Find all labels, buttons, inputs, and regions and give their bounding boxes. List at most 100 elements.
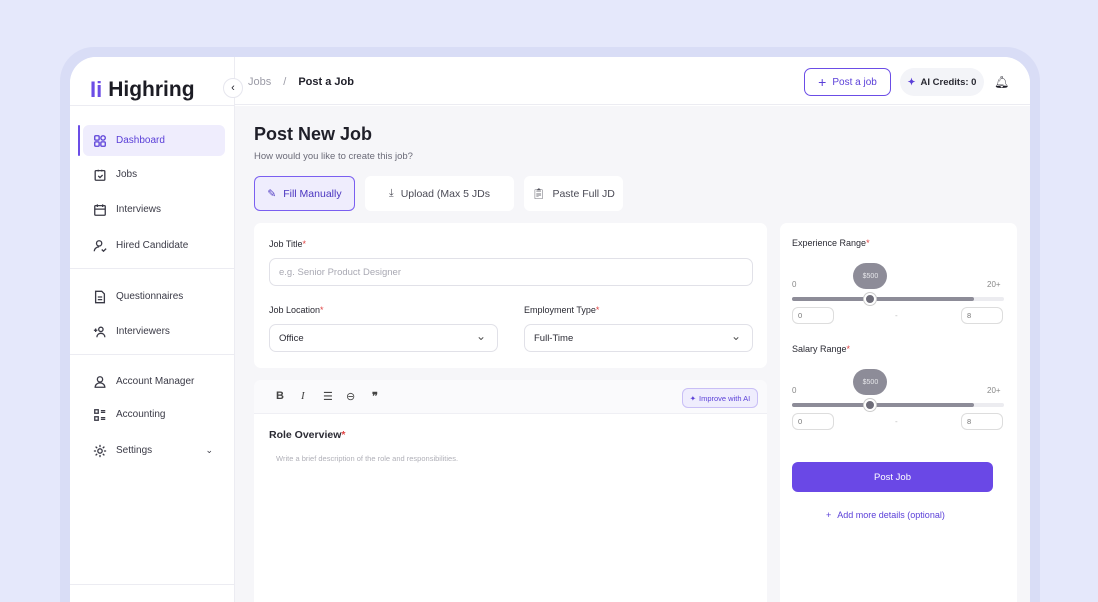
document-icon — [94, 290, 106, 303]
breadcrumb: Jobs / Post a Job — [248, 76, 354, 88]
user-check-icon — [93, 239, 107, 252]
list-icon — [94, 408, 106, 421]
label: Upload (Max 5 JDs — [400, 187, 490, 200]
grid-icon — [94, 134, 106, 147]
min-input[interactable]: 0 — [792, 307, 834, 324]
label: Add more details (optional) — [837, 510, 945, 520]
italic-icon[interactable]: I — [301, 390, 305, 402]
sidebar-item-interviewers[interactable]: Interviewers — [83, 316, 225, 347]
label: Improve with AI — [699, 393, 751, 403]
range-dash: - — [895, 311, 898, 320]
clipboard-check-icon — [94, 169, 106, 181]
job-title-input[interactable]: e.g. Senior Product Designer — [269, 258, 753, 286]
post-a-job-button[interactable]: + Post a job — [804, 68, 891, 96]
value: Full-Time — [534, 332, 574, 344]
max-input[interactable]: 8 — [961, 413, 1003, 430]
role-overview-heading: Role Overview* — [269, 429, 346, 441]
sidebar-item-settings[interactable]: Settings ⌄ — [83, 435, 225, 466]
sidebar-item-hired-candidate[interactable]: Hired Candidate — [83, 230, 225, 261]
chevron-down-icon: ⌄ — [205, 445, 213, 455]
logo-mark-icon: Ii — [90, 77, 103, 102]
employment-type-label: Employment Type* — [524, 305, 600, 315]
employment-type-select[interactable]: Full-Time — [524, 324, 753, 352]
label: AI Credits: 0 — [920, 76, 977, 88]
calendar-icon — [94, 203, 106, 216]
clipboard-icon: 📋︎ — [532, 188, 546, 200]
sparkle-icon: ✦ — [689, 393, 696, 403]
sidebar: Ii Highring Dashboard Jobs Interviews Hir… — [70, 57, 235, 602]
header: Jobs / Post a Job + Post a job ✦ AI Credit… — [235, 57, 1030, 105]
divider — [70, 268, 235, 269]
job-title-label: Job Title* — [269, 239, 307, 249]
label: Interviews — [116, 204, 162, 215]
slider-fill — [792, 403, 975, 407]
placeholder: e.g. Senior Product Designer — [279, 266, 401, 278]
user-icon — [94, 375, 106, 388]
range-dash: - — [895, 417, 898, 426]
value: Office — [279, 332, 304, 344]
label: Jobs — [116, 169, 138, 180]
collapse-sidebar-button[interactable]: ‹ — [223, 78, 243, 98]
sidebar-item-accounting[interactable]: Accounting — [83, 399, 225, 430]
brand-name: Highring — [108, 78, 195, 101]
quote-icon[interactable]: ❞ — [372, 391, 378, 403]
max-tick: 20+ — [987, 280, 1001, 289]
label: Post Job — [874, 471, 911, 483]
pencil-icon: ✎ — [267, 187, 277, 200]
post-job-button[interactable]: Post Job — [792, 462, 993, 492]
sidebar-item-interviews[interactable]: Interviews — [83, 194, 225, 225]
add-more-details-link[interactable]: + Add more details (optional) — [826, 510, 945, 520]
plus-icon: + — [818, 74, 827, 90]
role-overview-editor[interactable]: Write a brief description of the role an… — [276, 454, 459, 463]
logo: Ii Highring — [90, 77, 195, 103]
min-input[interactable]: 0 — [792, 413, 834, 430]
sidebar-item-account-manager[interactable]: Account Manager — [83, 366, 225, 397]
editor-card: B I ☰ ⊖ ❞ ✦ Improve with AI Role Overview… — [254, 380, 767, 602]
list-icon[interactable]: ☰ — [323, 391, 333, 403]
job-location-select[interactable]: Office — [269, 324, 498, 352]
sidebar-item-dashboard[interactable]: Dashboard — [78, 125, 225, 156]
breadcrumb-jobs[interactable]: Jobs — [248, 76, 272, 88]
divider — [70, 105, 235, 106]
main-content: Post New Job How would you like to creat… — [235, 106, 1030, 602]
job-details-card: Job Title* e.g. Senior Product Designer … — [254, 223, 767, 368]
fill-manually-button[interactable]: ✎ Fill Manually — [254, 176, 355, 211]
label: Questionnaires — [116, 291, 184, 302]
max-tick: 20+ — [987, 386, 1001, 395]
download-icon: ⤓ — [389, 187, 394, 199]
app-window: Ii Highring Dashboard Jobs Interviews Hir… — [70, 57, 1030, 602]
paste-jd-button[interactable]: 📋︎ Paste Full JD — [524, 176, 623, 211]
slider-thumb[interactable] — [864, 399, 877, 411]
min-tick: 0 — [792, 386, 797, 395]
bold-icon[interactable]: B — [276, 390, 284, 402]
max-input[interactable]: 8 — [961, 307, 1003, 324]
slider-thumb[interactable] — [864, 293, 877, 305]
users-plus-icon — [93, 326, 106, 337]
link-icon[interactable]: ⊖ — [346, 391, 356, 403]
value-bubble: $500 — [853, 369, 888, 395]
breadcrumb-current: Post a Job — [298, 76, 354, 88]
upload-button[interactable]: ⤓ Upload (Max 5 JDs — [365, 176, 514, 211]
job-location-label: Job Location* — [269, 305, 324, 315]
sparkle-icon: ✦ — [907, 76, 916, 88]
value-bubble: $500 — [853, 263, 888, 289]
label: Post a job — [832, 76, 877, 88]
plus-icon: + — [826, 510, 832, 520]
improve-with-ai-button[interactable]: ✦ Improve with AI — [682, 388, 758, 408]
ai-credits-badge[interactable]: ✦ AI Credits: 0 — [900, 68, 984, 96]
page-title: Post New Job — [254, 124, 373, 144]
editor-toolbar: B I ☰ ⊖ ❞ ✦ Improve with AI — [254, 380, 767, 414]
label: Fill Manually — [283, 187, 342, 200]
breadcrumb-separator: / — [283, 76, 287, 88]
page-subtitle: How would you like to create this job? — [254, 151, 413, 162]
ranges-card: Experience Range* $500 0 20+ 0 - 8 Salar… — [780, 223, 1017, 602]
range-slider[interactable] — [792, 399, 1004, 411]
range-slider[interactable] — [792, 293, 1004, 305]
label: Interviewers — [116, 326, 170, 337]
sidebar-item-jobs[interactable]: Jobs — [83, 159, 225, 190]
gear-icon — [93, 444, 107, 457]
divider — [70, 354, 235, 355]
sidebar-item-questionnaires[interactable]: Questionnaires — [83, 281, 225, 312]
bell-icon[interactable]: 🔔︎ — [994, 75, 1010, 89]
divider — [70, 584, 235, 585]
